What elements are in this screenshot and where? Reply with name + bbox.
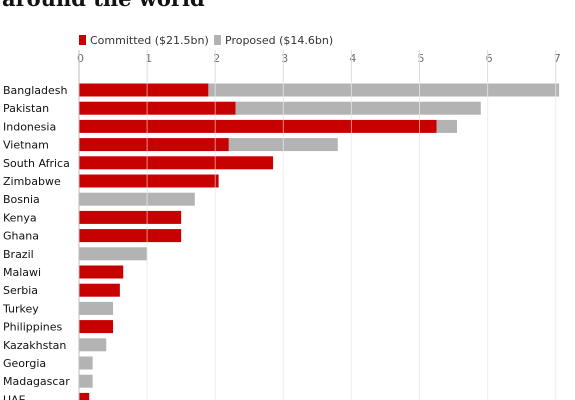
bar-12-series-1	[79, 301, 114, 315]
category-label-11: Serbia	[3, 284, 38, 297]
x-tick-label-2: 2	[213, 52, 220, 65]
legend-swatch-0	[79, 35, 86, 45]
category-label-13: Philippines	[3, 321, 63, 334]
x-tick-label-0: 0	[77, 52, 84, 65]
chart-title: around the world	[2, 0, 205, 11]
category-label-12: Turkey	[2, 302, 39, 315]
category-label-17: UAE	[3, 393, 26, 400]
category-label-15: Georgia	[3, 357, 46, 370]
x-tick-label-7: 7	[554, 52, 561, 65]
category-label-2: Indonesia	[3, 120, 56, 133]
category-label-4: South Africa	[3, 157, 70, 170]
bar-0-series-1	[208, 83, 560, 97]
category-label-9: Brazil	[3, 248, 34, 261]
x-tick-label-1: 1	[145, 52, 152, 65]
x-tick-label-3: 3	[281, 52, 288, 65]
bar-9-series-1	[79, 247, 148, 261]
bar-2-series-1	[436, 119, 457, 133]
x-tick-label-4: 4	[349, 52, 356, 65]
category-label-1: Pakistan	[3, 102, 49, 115]
bar-6-series-1	[79, 192, 195, 206]
category-label-14: Kazakhstan	[3, 339, 66, 352]
x-tick-label-6: 6	[486, 52, 493, 65]
x-tick-label-5: 5	[418, 52, 425, 65]
category-label-0: Bangladesh	[3, 84, 68, 97]
bar-2-series-0	[79, 119, 437, 133]
bar-1-series-0	[79, 101, 236, 115]
bar-8-series-0	[79, 229, 182, 243]
category-label-6: Bosnia	[3, 193, 40, 206]
bar-14-series-1	[79, 338, 107, 352]
bar-11-series-0	[79, 283, 120, 297]
bar-7-series-0	[79, 210, 182, 224]
bar-15-series-1	[79, 356, 93, 370]
legend-label-1: Proposed ($14.6bn)	[225, 34, 333, 47]
bar-10-series-0	[79, 265, 124, 279]
legend-swatch-1	[214, 35, 221, 45]
category-label-5: Zimbabwe	[3, 175, 61, 188]
bar-4-series-0	[79, 156, 274, 170]
bar-1-series-1	[235, 101, 481, 115]
category-label-8: Ghana	[3, 230, 39, 243]
category-label-16: Madagascar	[3, 375, 70, 388]
category-label-3: Vietnam	[3, 139, 49, 152]
bar-13-series-0	[79, 320, 114, 334]
bar-17-series-0	[79, 392, 90, 400]
bar-3-series-0	[79, 138, 229, 152]
bar-16-series-1	[79, 374, 93, 388]
bar-0-series-0	[79, 83, 209, 97]
legend-label-0: Committed ($21.5bn)	[90, 34, 209, 47]
category-label-7: Kenya	[3, 211, 37, 224]
bar-5-series-0	[79, 174, 219, 188]
category-label-10: Malawi	[3, 266, 41, 279]
